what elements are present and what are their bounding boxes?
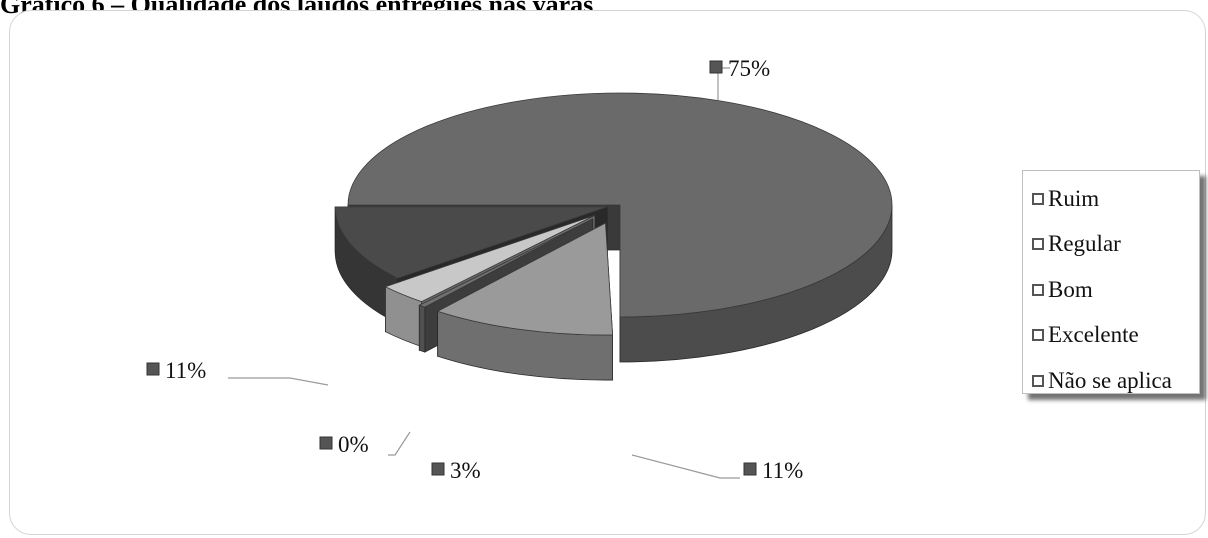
data-label-text-bom: 75% — [728, 56, 770, 81]
legend-item-ruim: Ruim — [1023, 176, 1199, 222]
data-label-marker-excelente — [743, 462, 757, 476]
data-label-text-nao-se-aplica: 3% — [450, 458, 481, 483]
legend-swatch-nao-se-aplica — [1032, 374, 1044, 387]
leader-line-ruim — [388, 431, 411, 456]
legend-item-nao-se-aplica: Não se aplica — [1023, 358, 1199, 404]
legend-item-excelente: Excelente — [1023, 313, 1199, 359]
data-label-ruim: 0% — [319, 432, 369, 457]
legend-label-nao-se-aplica: Não se aplica — [1048, 367, 1172, 393]
data-label-excelente: 11% — [743, 458, 803, 483]
data-label-text-excelente: 11% — [762, 458, 803, 483]
legend-swatch-bom — [1032, 283, 1044, 296]
legend-label-excelente: Excelente — [1048, 322, 1139, 348]
chart-legend: Ruim Regular Bom Excelente Não se aplica — [1022, 170, 1200, 394]
legend-label-ruim: Ruim — [1048, 185, 1100, 211]
legend-label-bom: Bom — [1048, 276, 1093, 302]
leader-line-excelente — [631, 454, 740, 479]
data-label-marker-bom — [709, 60, 723, 74]
legend-label-regular: Regular — [1048, 231, 1121, 257]
legend-swatch-excelente — [1032, 329, 1044, 342]
data-label-nao-se-aplica: 3% — [431, 458, 481, 483]
data-label-marker-regular — [146, 362, 160, 376]
legend-item-regular: Regular — [1023, 222, 1199, 268]
legend-swatch-regular — [1032, 238, 1044, 251]
legend-swatch-ruim — [1032, 192, 1044, 205]
leader-line-regular — [228, 377, 329, 386]
data-label-bom: 75% — [709, 56, 770, 81]
data-label-text-regular: 11% — [165, 358, 206, 383]
data-label-marker-ruim — [319, 436, 333, 450]
data-label-marker-nao-se-aplica — [431, 462, 445, 476]
legend-item-bom: Bom — [1023, 267, 1199, 313]
data-label-regular: 11% — [146, 358, 206, 383]
data-label-text-ruim: 0% — [338, 432, 369, 457]
pie-slice-regular — [436, 222, 614, 381]
